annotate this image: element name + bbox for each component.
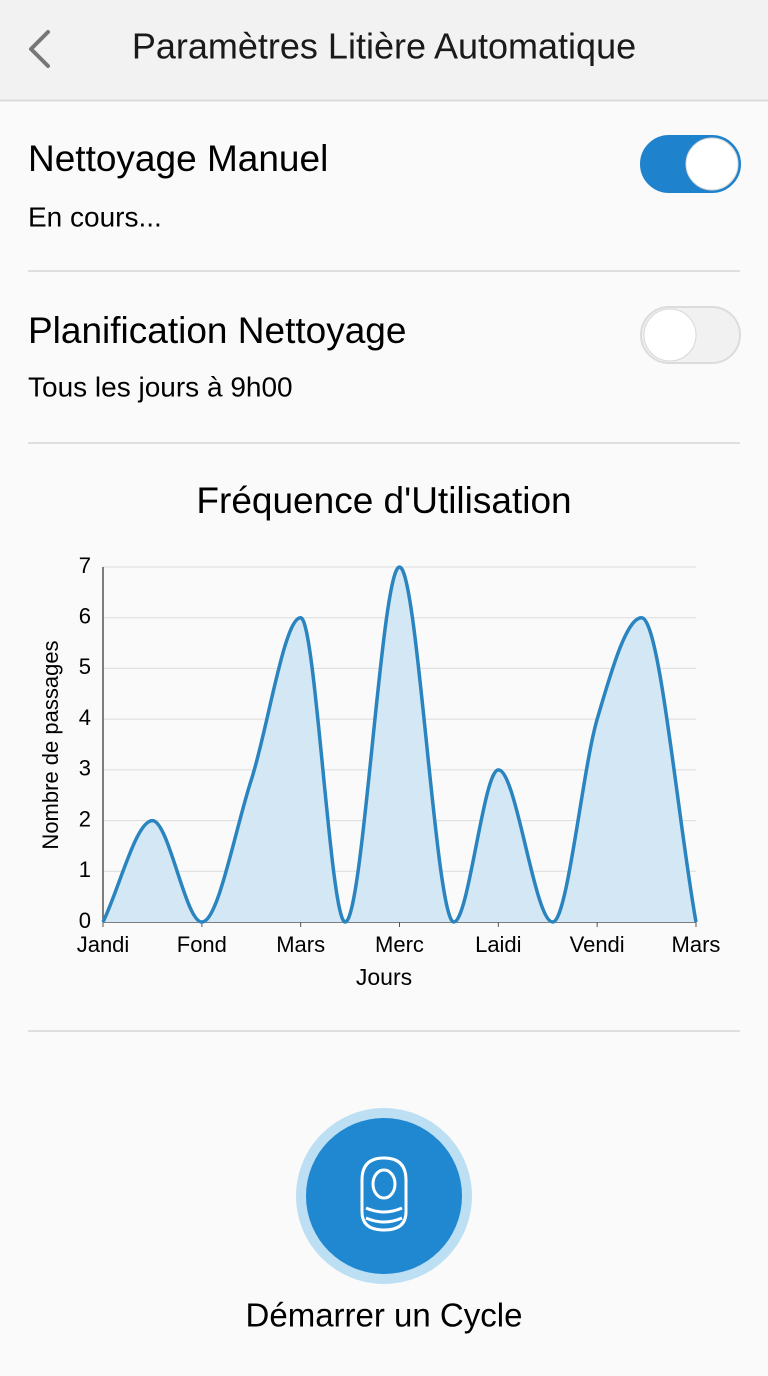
setting-subtitle: Tous les jours à 9h00 — [28, 371, 293, 402]
y-tick-label: 4 — [79, 705, 91, 730]
header-title: Paramètres Litière Automatique — [132, 26, 636, 67]
y-tick-label: 1 — [79, 857, 91, 882]
x-tick-label: Fond — [177, 932, 227, 957]
y-tick-label: 6 — [79, 604, 91, 629]
button-label: Démarrer un Cycle — [246, 1297, 523, 1334]
x-tick-label: Mars — [672, 932, 721, 957]
toggle-knob — [643, 308, 697, 362]
button-circle — [306, 1118, 462, 1274]
back-button[interactable] — [29, 30, 50, 68]
y-tick-label: 0 — [79, 908, 91, 933]
chart: 0 1 2 3 4 5 6 7 Jandi Fond Mars Merc Laidi Vendi Mars — [77, 553, 721, 957]
y-tick-label: 3 — [79, 756, 91, 781]
header-bar — [0, 0, 768, 100]
toggle[interactable] — [640, 135, 741, 193]
x-tick-label: Vendi — [570, 932, 625, 957]
setting-subtitle: En cours... — [28, 201, 162, 232]
x-tick-label: Mars — [276, 932, 325, 957]
toggle-knob — [685, 137, 739, 191]
x-tick-label: Laidi — [475, 932, 521, 957]
x-axis-label: Jours — [356, 964, 412, 990]
y-tick-label: 5 — [79, 654, 91, 679]
line — [101, 565, 698, 924]
chart-title: Fréquence d'Utilisation — [196, 480, 571, 521]
litter-icon — [360, 1156, 408, 1232]
y-axis-label: Nombre de passages — [38, 640, 63, 849]
setting-title: Planification Nettoyage — [28, 310, 406, 351]
setting-title: Nettoyage Manuel — [28, 138, 328, 179]
start-cycle-button[interactable] — [296, 1108, 472, 1284]
y-tick-label: 7 — [79, 553, 91, 578]
toggle[interactable] — [640, 306, 741, 364]
x-tick-label: Jandi — [77, 932, 130, 957]
y-tick-label: 2 — [79, 806, 91, 831]
x-tick-label: Merc — [375, 932, 424, 957]
area-fill — [103, 567, 696, 922]
